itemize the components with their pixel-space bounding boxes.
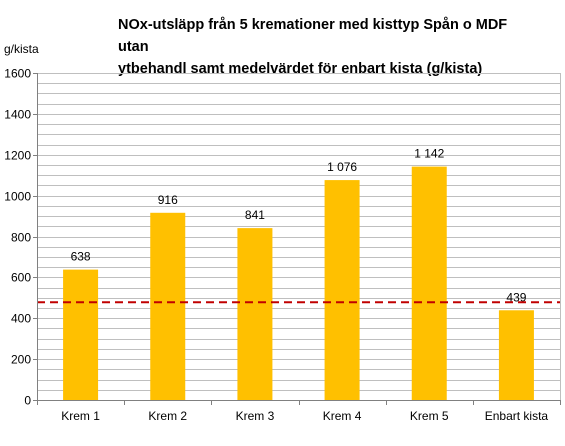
- y-tick-label: 1000: [4, 190, 31, 204]
- data-label: 638: [71, 250, 91, 264]
- data-label: 841: [245, 208, 265, 222]
- bar: [237, 228, 273, 400]
- data-label: 439: [506, 290, 526, 304]
- x-tick-label: Krem 3: [236, 409, 275, 423]
- y-tick-label: 400: [11, 312, 31, 326]
- bar: [63, 269, 99, 400]
- x-tick-label: Krem 4: [323, 409, 362, 423]
- y-tick-label: 200: [11, 353, 31, 367]
- chart-title-line-1: NOx-utsläpp från 5 kremationer med kistt…: [118, 17, 508, 55]
- bar: [498, 310, 534, 400]
- y-tick-label: 800: [11, 231, 31, 245]
- y-tick-label: 0: [24, 394, 31, 408]
- y-tick-label: 1200: [4, 149, 31, 163]
- y-tick-label: 600: [11, 271, 31, 285]
- x-tick-label: Krem 5: [410, 409, 449, 423]
- data-label: 916: [158, 193, 178, 207]
- bar: [411, 166, 447, 400]
- x-tick-label: Enbart kista: [485, 409, 549, 423]
- x-tick-label: Krem 2: [148, 409, 187, 423]
- y-tick-label: 1400: [4, 108, 31, 122]
- x-tick-label: Krem 1: [61, 409, 100, 423]
- y-tick-label: 1600: [4, 67, 31, 81]
- bar: [150, 212, 186, 400]
- data-label: 1 142: [414, 147, 444, 161]
- data-label: 1 076: [327, 160, 357, 174]
- y-axis-label: g/kista: [4, 42, 39, 56]
- bar: [324, 180, 360, 400]
